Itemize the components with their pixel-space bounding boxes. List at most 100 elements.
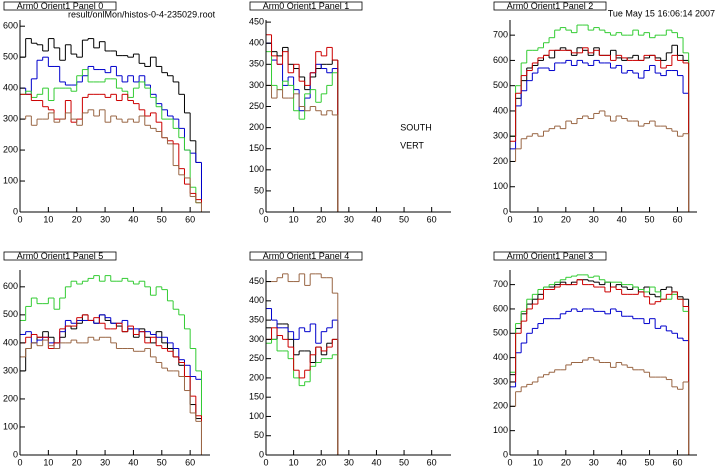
panel-title: Arm0 Orient1 Panel 4 <box>263 251 350 261</box>
y-tick-label: 100 <box>3 421 18 431</box>
y-tick-label: 300 <box>493 131 508 141</box>
x-tick-label: 10 <box>43 214 53 224</box>
y-tick-label: 0 <box>13 449 18 459</box>
x-tick-label: 60 <box>185 214 195 224</box>
x-tick-label: 10 <box>289 214 299 224</box>
y-tick-label: 450 <box>249 16 264 26</box>
panel-title: Arm0 Orient1 Panel 3 <box>507 251 594 261</box>
x-tick-label: 0 <box>263 457 268 467</box>
panel-title: Arm0 Orient1 Panel 5 <box>17 251 104 261</box>
x-tick-label: 0 <box>17 457 22 467</box>
x-tick-label: 60 <box>427 457 437 467</box>
panel-title-box <box>3 1 117 11</box>
x-tick-label: 10 <box>289 457 299 467</box>
x-tick-label: 0 <box>263 214 268 224</box>
y-tick-label: 300 <box>3 113 18 123</box>
x-tick-label: 20 <box>72 457 82 467</box>
y-tick-label: 400 <box>493 352 508 362</box>
y-tick-label: 600 <box>3 281 18 291</box>
panel: Arm0 Orient1 Panel 201002003004005006007… <box>493 1 697 224</box>
y-tick-label: 400 <box>493 105 508 115</box>
panel: Arm0 Orient1 Panel 5 0 100 200 300 400 500 600 0… <box>3 251 210 467</box>
y-tick-label: 600 <box>3 21 18 31</box>
y-tick-label: 150 <box>249 392 264 402</box>
y-tick-label: 400 <box>249 295 264 305</box>
x-tick-label: 60 <box>427 214 437 224</box>
y-tick-label: 700 <box>493 30 508 40</box>
x-tick-label: 10 <box>43 457 53 467</box>
y-tick-label: 50 <box>254 430 264 440</box>
date: Tue May 15 16:06:14 2007 <box>608 8 715 18</box>
y-tick-label: 500 <box>3 52 18 62</box>
y-tick-label: 200 <box>3 393 18 403</box>
panel-title: Arm0 Orient1 Panel 0 <box>17 1 104 11</box>
y-tick-label: 400 <box>3 83 18 93</box>
y-tick-label: 0 <box>503 449 508 459</box>
x-tick-label: 20 <box>316 214 326 224</box>
y-tick-label: 300 <box>493 376 508 386</box>
y-tick-label: 200 <box>249 372 264 382</box>
x-tick-label: 30 <box>100 214 110 224</box>
x-tick-label: 30 <box>100 457 110 467</box>
x-tick-label: 40 <box>617 457 627 467</box>
x-tick-label: 20 <box>72 214 82 224</box>
x-tick-label: 30 <box>589 214 599 224</box>
y-tick-label: 200 <box>249 122 264 132</box>
y-tick-label: 100 <box>3 175 18 185</box>
y-tick-label: 0 <box>13 206 18 216</box>
x-tick-label: 10 <box>533 457 543 467</box>
x-tick-label: 60 <box>185 457 195 467</box>
y-tick-label: 0 <box>259 449 264 459</box>
y-tick-label: 50 <box>254 185 264 195</box>
x-tick-label: 50 <box>399 214 409 224</box>
y-tick-label: 600 <box>493 55 508 65</box>
y-tick-label: 0 <box>259 206 264 216</box>
panel-title-box <box>249 1 363 11</box>
x-tick-label: 10 <box>533 214 543 224</box>
panel: Arm0 Orient1 Panel 0 0 100 200 300 400 500 600 0… <box>3 1 210 224</box>
y-tick-label: 700 <box>493 279 508 289</box>
x-tick-label: 50 <box>645 457 655 467</box>
y-tick-label: 500 <box>493 80 508 90</box>
y-tick-label: 250 <box>249 353 264 363</box>
x-tick-label: 40 <box>128 457 138 467</box>
panel-title-box <box>3 251 117 261</box>
y-tick-label: 500 <box>3 309 18 319</box>
x-tick-label: 60 <box>672 214 682 224</box>
y-tick-label: 100 <box>249 164 264 174</box>
x-tick-label: 50 <box>645 214 655 224</box>
x-tick-label: 30 <box>589 457 599 467</box>
y-tick-label: 100 <box>249 411 264 421</box>
y-tick-label: 400 <box>3 337 18 347</box>
x-tick-label: 30 <box>344 457 354 467</box>
x-tick-label: 40 <box>371 214 381 224</box>
y-tick-label: 150 <box>249 143 264 153</box>
x-tick-label: 20 <box>561 457 571 467</box>
x-tick-label: 60 <box>672 457 682 467</box>
y-tick-label: 300 <box>249 334 264 344</box>
y-tick-label: 600 <box>493 303 508 313</box>
x-tick-label: 0 <box>507 214 512 224</box>
annotation: VERT <box>400 140 424 150</box>
y-tick-label: 200 <box>3 144 18 154</box>
panel-title: Arm0 Orient1 Panel 2 <box>507 1 594 11</box>
y-tick-label: 300 <box>3 365 18 375</box>
y-tick-label: 350 <box>249 59 264 69</box>
x-tick-label: 40 <box>617 214 627 224</box>
panel-title-box <box>493 251 607 261</box>
x-tick-label: 50 <box>157 457 167 467</box>
y-tick-label: 0 <box>503 206 508 216</box>
x-tick-label: 50 <box>157 214 167 224</box>
panel: Arm0 Orient1 Panel 301002003004005006007… <box>493 251 697 467</box>
y-tick-label: 100 <box>493 181 508 191</box>
x-tick-label: 30 <box>344 214 354 224</box>
x-tick-label: 20 <box>561 214 571 224</box>
y-tick-label: 350 <box>249 314 264 324</box>
x-tick-label: 0 <box>507 457 512 467</box>
y-tick-label: 100 <box>493 425 508 435</box>
y-tick-label: 400 <box>249 38 264 48</box>
panel-title-box <box>493 1 607 11</box>
panel: Arm0 Orient1 Panel 405010015020025030035… <box>249 251 451 467</box>
y-tick-label: 200 <box>493 401 508 411</box>
